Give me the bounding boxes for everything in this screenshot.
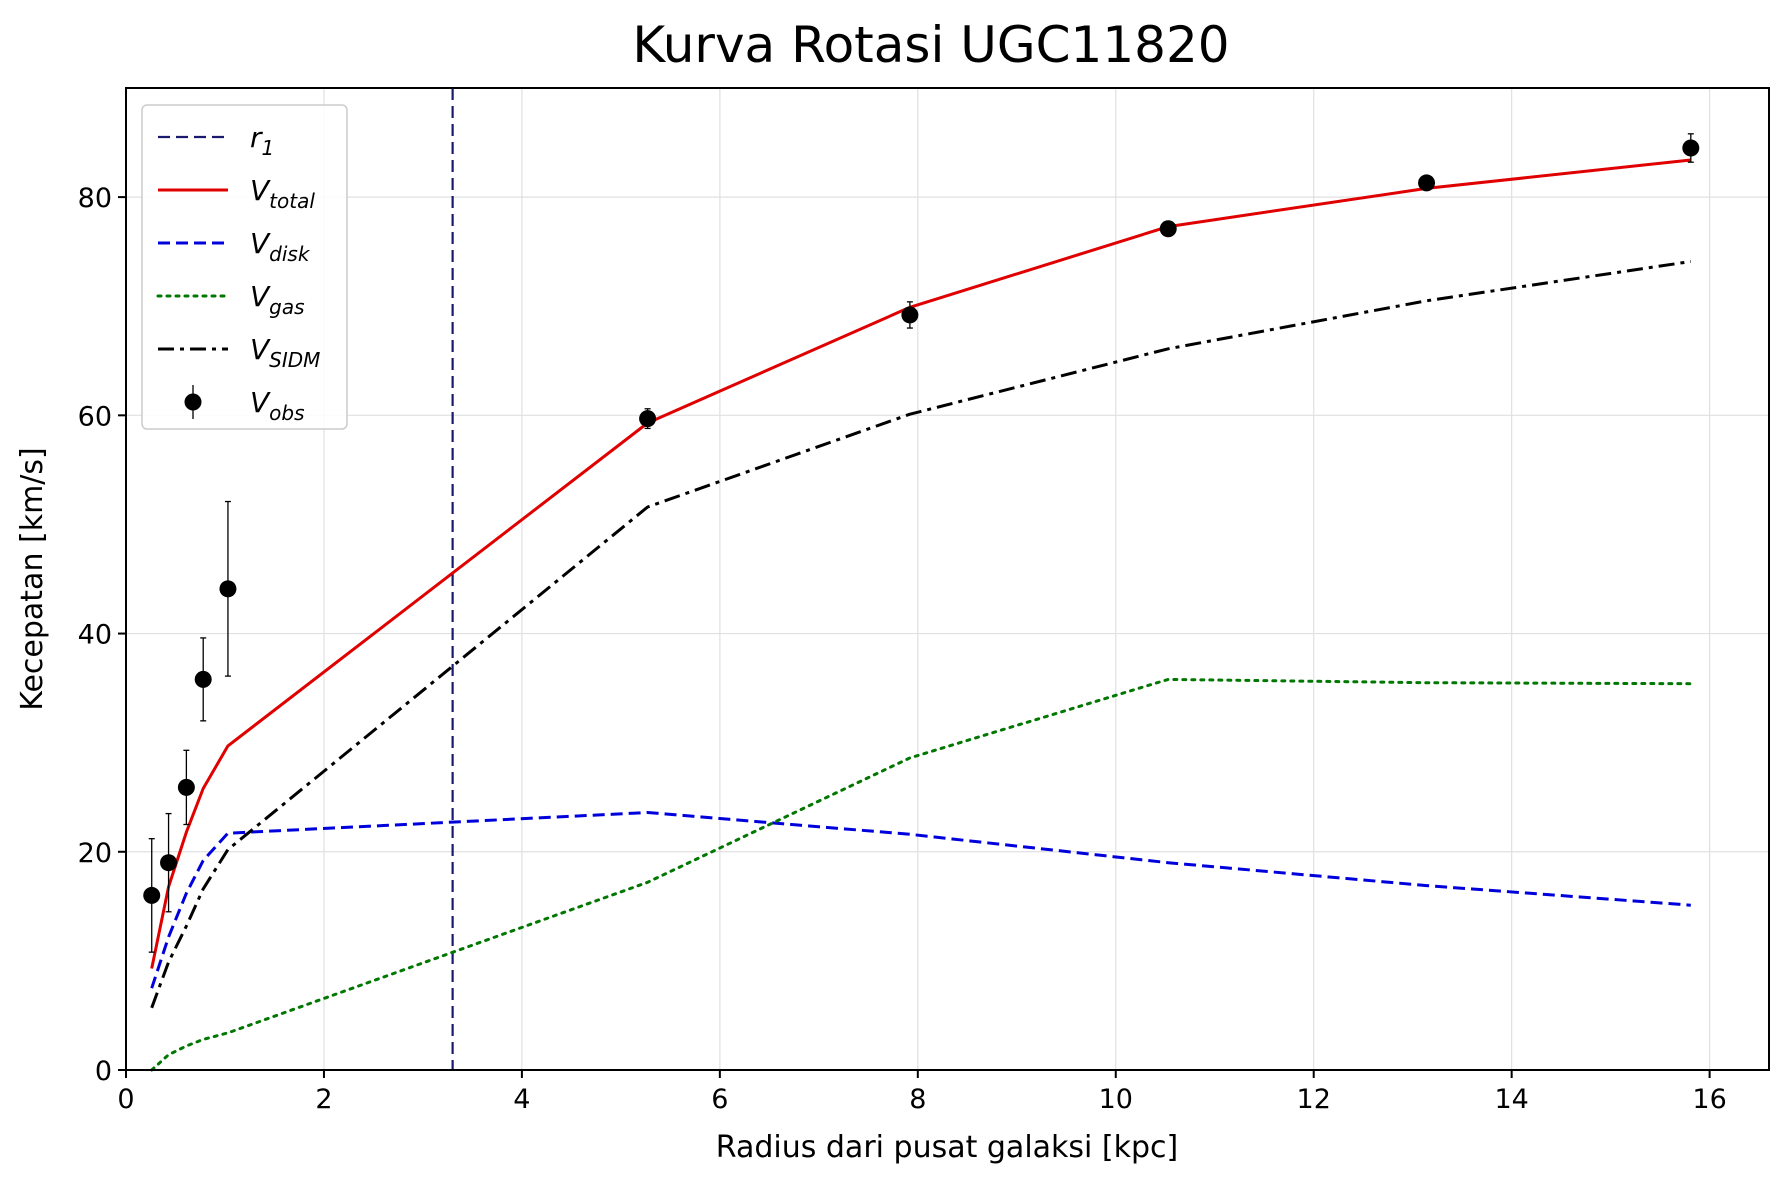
x-tick-label: 0 bbox=[117, 1084, 134, 1115]
y-tick-label: 40 bbox=[78, 620, 112, 651]
x-tick-label: 8 bbox=[909, 1084, 926, 1115]
observed-point bbox=[1418, 174, 1436, 192]
observed-point bbox=[901, 306, 919, 324]
x-tick-label: 14 bbox=[1494, 1084, 1528, 1115]
x-tick-label: 4 bbox=[513, 1084, 530, 1115]
legend-label-total: Vtotal bbox=[250, 174, 315, 213]
legend-box bbox=[141, 104, 348, 430]
axis-ticks: 0 2 4 6 8 10 12 14 16 0 20 40 60 80 bbox=[78, 183, 1727, 1115]
legend-label-sidm: VSIDM bbox=[250, 333, 320, 372]
series-line-disk bbox=[150, 811, 1691, 989]
legend: r1 Vtotal Vdisk Vgas VSIDM Vobs bbox=[141, 104, 348, 430]
observed-point bbox=[194, 670, 212, 688]
series-line-gas bbox=[150, 677, 1693, 1072]
observed-point bbox=[1682, 139, 1700, 157]
legend-label-obs: Vobs bbox=[250, 386, 305, 425]
series-line-sidm bbox=[150, 260, 1692, 1009]
plot-frame bbox=[125, 87, 1770, 1071]
y-tick-label: 80 bbox=[78, 183, 112, 214]
x-tick-label: 6 bbox=[711, 1084, 728, 1115]
series-lines bbox=[150, 158, 1693, 1072]
observed-point bbox=[639, 410, 657, 428]
y-axis-label: Kecepatan [km/s] bbox=[15, 447, 50, 710]
x-tick-label: 16 bbox=[1692, 1084, 1726, 1115]
observed-point bbox=[1159, 220, 1177, 238]
y-tick-label: 0 bbox=[95, 1056, 112, 1087]
observed-point bbox=[219, 580, 237, 598]
observed-point bbox=[143, 886, 161, 904]
y-tick-label: 60 bbox=[78, 401, 112, 432]
y-tick-label: 20 bbox=[78, 838, 112, 869]
observed-points bbox=[143, 133, 1700, 953]
series-line-total bbox=[150, 158, 1691, 969]
legend-swatch-obs bbox=[184, 393, 202, 411]
legend-label-disk: Vdisk bbox=[250, 227, 311, 266]
x-tick-label: 12 bbox=[1297, 1084, 1331, 1115]
x-axis-label: Radius dari pusat galaksi [kpc] bbox=[716, 1130, 1178, 1165]
x-tick-label: 2 bbox=[315, 1084, 332, 1115]
legend-label-gas: Vgas bbox=[250, 280, 305, 319]
observed-point bbox=[160, 854, 178, 872]
chart-title: Kurva Rotasi UGC11820 bbox=[632, 16, 1229, 74]
x-tick-label: 10 bbox=[1099, 1084, 1133, 1115]
observed-point bbox=[177, 778, 195, 796]
legend-label-1: r1 bbox=[250, 121, 274, 160]
